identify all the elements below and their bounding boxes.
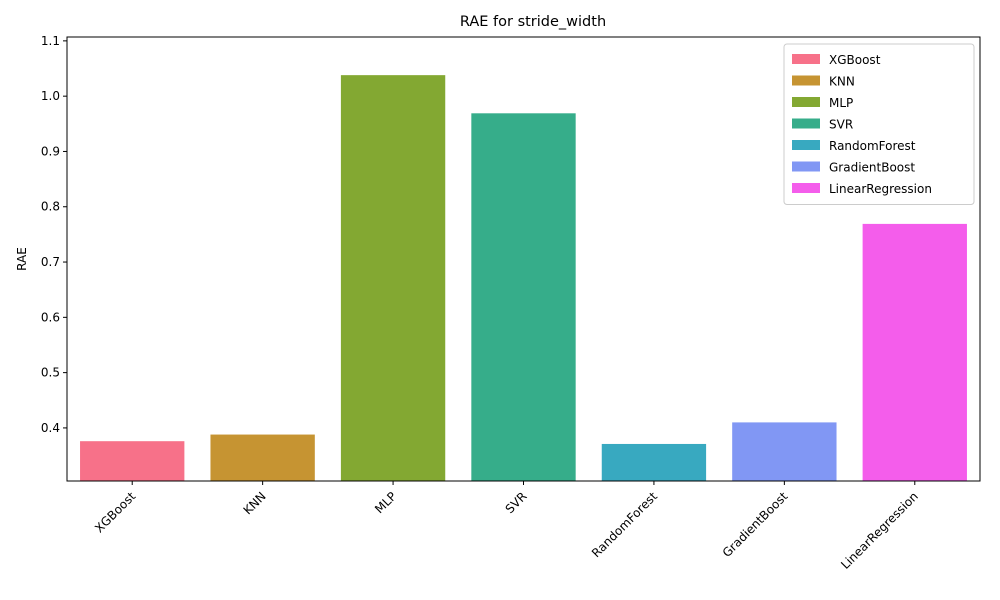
legend-swatch xyxy=(792,183,820,193)
y-axis-label: RAE xyxy=(15,247,29,271)
y-tick-label: 1.0 xyxy=(41,89,60,103)
x-axis: XGBoost KNN MLP SVR RandomForest GradientBoos… xyxy=(92,481,921,572)
legend-label: SVR xyxy=(829,118,853,132)
legend: XGBoost KNN MLP SVR RandomForest GradientBoos… xyxy=(783,43,975,205)
legend-frame xyxy=(783,43,975,205)
legend-label: RandomForest xyxy=(829,139,916,153)
bar-linearregression xyxy=(862,223,967,481)
chart-title: RAE for stride_width xyxy=(460,14,606,30)
legend-label: LinearRegression xyxy=(829,182,932,196)
legend-swatch xyxy=(792,97,820,107)
bar-mlp xyxy=(340,75,446,482)
bar-gradientboost xyxy=(732,422,837,481)
legend-swatch xyxy=(792,161,820,172)
x-tick-label: MLP xyxy=(372,489,399,516)
bar-randomforest xyxy=(601,443,707,481)
plot-frame xyxy=(66,36,981,482)
legend-swatch xyxy=(792,75,820,86)
y-tick-label: 0.4 xyxy=(41,421,60,435)
x-tick-label: RandomForest xyxy=(589,489,660,560)
legend-label: MLP xyxy=(829,96,853,110)
x-tick-label: SVR xyxy=(503,489,530,516)
y-tick-label: 0.7 xyxy=(41,255,60,269)
y-tick-label: 0.8 xyxy=(41,200,60,214)
x-tick-label: KNN xyxy=(241,489,269,517)
y-axis: 0.4 0.5 0.6 0.7 0.8 0.9 1.0 1.1 xyxy=(41,34,67,435)
legend-label: XGBoost xyxy=(829,53,881,67)
legend-swatch xyxy=(792,54,820,64)
bar-xgboost xyxy=(80,441,185,481)
y-tick-label: 0.9 xyxy=(41,144,60,158)
x-tick-label: XGBoost xyxy=(92,489,138,535)
bars-group xyxy=(80,75,967,482)
x-tick-label: LinearRegression xyxy=(838,489,921,572)
y-tick-label: 0.6 xyxy=(41,310,60,324)
x-tick-label: GradientBoost xyxy=(720,489,791,560)
legend-swatch xyxy=(792,118,820,129)
legend-swatch xyxy=(792,140,820,150)
legend-label: GradientBoost xyxy=(829,161,915,175)
bar-knn xyxy=(210,434,315,481)
bar-svr xyxy=(471,113,576,481)
y-tick-label: 1.1 xyxy=(41,34,60,48)
y-tick-label: 0.5 xyxy=(41,366,60,380)
legend-label: KNN xyxy=(829,75,855,89)
